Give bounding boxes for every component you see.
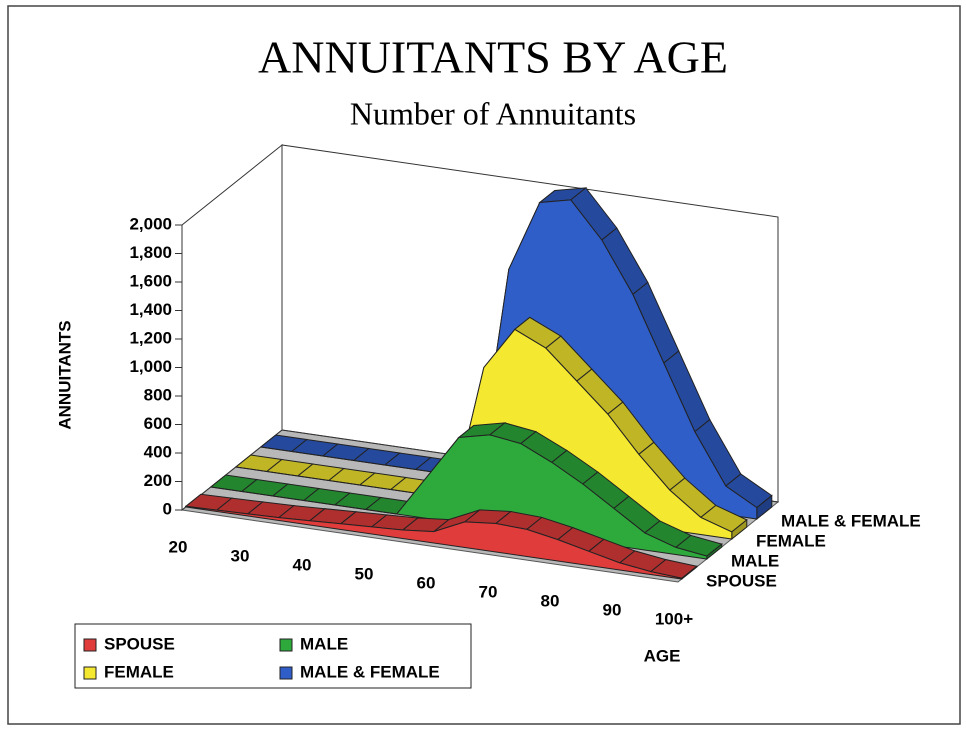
y-tick-label: 1,600: [129, 271, 172, 290]
legend: [74, 623, 472, 689]
legend-label: MALE: [300, 634, 348, 653]
x-tick-label: 30: [231, 546, 250, 565]
x-tick-label: 20: [169, 537, 188, 556]
chart-title: ANNUITANTS BY AGE: [258, 32, 728, 83]
legend-label: FEMALE: [104, 662, 174, 681]
frame: [7, 5, 961, 725]
y-tick-label: 1,800: [129, 243, 172, 262]
series-axis-label: MALE & FEMALE: [781, 511, 921, 530]
y-tick-label: 800: [144, 385, 172, 404]
legend-label: SPOUSE: [104, 634, 175, 653]
x-tick-label: 50: [355, 564, 374, 583]
y-tick-label: 1,200: [129, 328, 172, 347]
chart-subtitle: Number of Annuitants: [350, 95, 636, 131]
ribbon-front: [185, 505, 683, 580]
x-tick-label: 90: [603, 600, 622, 619]
x-tick-label: 60: [417, 573, 436, 592]
legend-swatch: [279, 638, 293, 652]
x-tick-label: 70: [479, 582, 498, 601]
y-tick-label: 2,000: [129, 214, 172, 233]
x-tick-label: 80: [541, 591, 560, 610]
legend-swatch: [83, 666, 97, 680]
x-tick-label: 40: [293, 555, 312, 574]
y-axis-label: ANNUITANTS: [55, 320, 74, 429]
y-tick-label: 400: [144, 442, 172, 461]
y-tick-label: 200: [144, 471, 172, 490]
y-tick-label: 1,400: [129, 300, 172, 319]
y-tick-label: 0: [163, 499, 172, 518]
series-axis-label: SPOUSE: [706, 571, 777, 590]
y-tick-label: 600: [144, 414, 172, 433]
legend-swatch: [279, 666, 293, 680]
series-axis-label: FEMALE: [756, 531, 826, 550]
legend-label: MALE & FEMALE: [300, 662, 440, 681]
x-tick-label: 100+: [655, 609, 693, 628]
legend-swatch: [83, 638, 97, 652]
y-tick-label: 1,000: [129, 357, 172, 376]
series-axis-label: MALE: [731, 551, 779, 570]
ribbon-front: [210, 434, 708, 560]
x-axis-label: AGE: [644, 646, 681, 665]
